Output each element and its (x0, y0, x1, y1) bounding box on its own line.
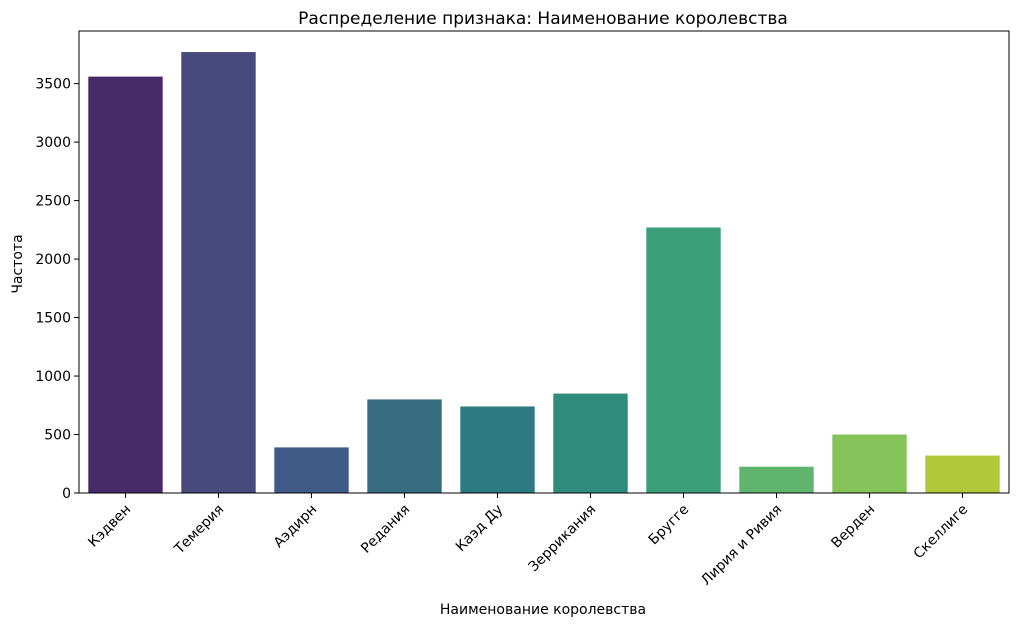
bar-1 (88, 76, 163, 494)
y-tick-label: 2000 (35, 252, 71, 268)
y-tick-label: 3000 (35, 135, 71, 151)
y-tick-label: 1000 (35, 369, 71, 385)
y-axis-ticks: 0 500 1000 1500 2000 2500 3000 3500 (35, 77, 79, 502)
bar-7 (646, 227, 721, 493)
x-tick-label: Скеллиге (911, 502, 972, 563)
bar-10 (925, 455, 1000, 493)
y-tick-label: 500 (44, 428, 71, 444)
bar-9 (832, 434, 907, 493)
bar-8 (739, 466, 814, 493)
bar-2 (181, 52, 256, 494)
x-tick-label: Зеррикания (526, 502, 600, 576)
bar-4 (367, 399, 442, 493)
x-tick-label: Темерия (171, 502, 227, 558)
y-tick-label: 1500 (35, 311, 71, 327)
y-tick-label: 0 (62, 486, 71, 502)
x-axis-ticks: Кэдвен Темерия Аэдирн Редания Каэд Ду Зеррика… (85, 493, 971, 589)
x-tick-label: Каэд Ду (453, 502, 506, 555)
x-tick-label: Верден (828, 502, 878, 552)
x-tick-label: Лирия и Ривия (698, 502, 785, 589)
bar-3 (274, 447, 349, 493)
x-tick-label: Аэдирн (271, 502, 321, 552)
bar-6 (553, 393, 628, 493)
x-tick-label: Бругге (646, 502, 693, 549)
x-tick-label: Кэдвен (85, 502, 134, 551)
plot-frame (78, 30, 1010, 494)
y-axis-label: Частота (10, 234, 26, 293)
x-tick-label: Редания (358, 502, 413, 557)
x-axis-label: Наименование королевства (440, 602, 646, 618)
bars-group (88, 52, 1000, 494)
chart-title: Распределение признака: Наименование кор… (298, 9, 788, 29)
y-tick-label: 2500 (35, 194, 71, 210)
y-tick-label: 3500 (35, 77, 71, 93)
bar-5 (460, 406, 535, 493)
